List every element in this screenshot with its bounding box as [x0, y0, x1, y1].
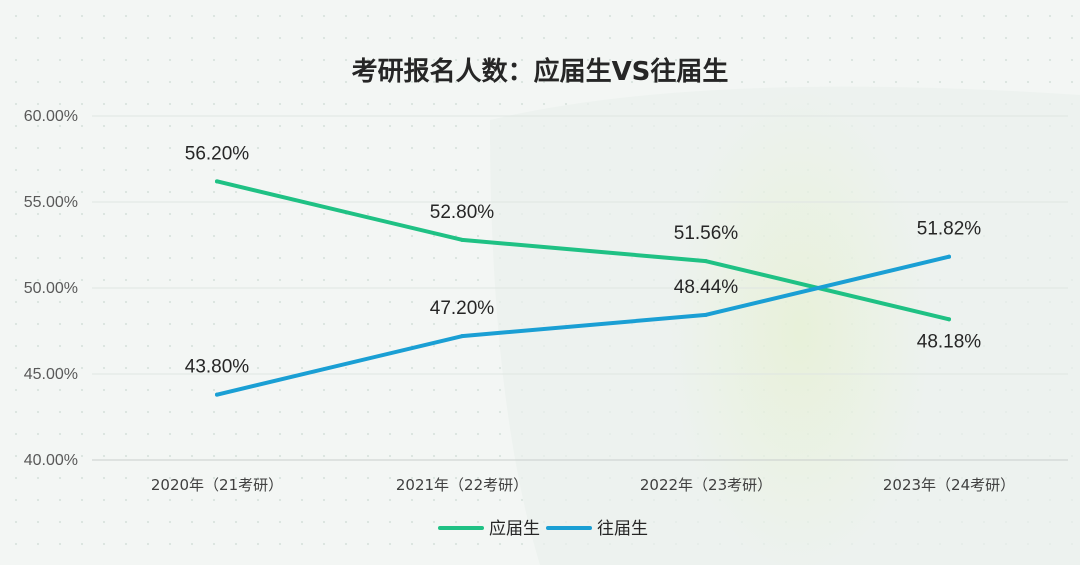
data-point-past	[947, 254, 951, 259]
x-tick-label: 2023年（24考研）	[883, 476, 1015, 494]
y-tick-label: 45.00%	[24, 366, 78, 383]
data-label-past: 47.20%	[430, 298, 495, 319]
legend-label-fresh: 应届生	[489, 519, 540, 539]
data-label-past: 51.82%	[917, 219, 982, 240]
data-point-past	[704, 312, 708, 317]
data-point-fresh	[460, 237, 464, 242]
series-line-past	[215, 254, 951, 397]
legend: 应届生 往届生	[438, 519, 648, 539]
data-label-fresh: 51.56%	[674, 223, 739, 244]
data-labels: 56.20% 52.80% 51.56% 48.18% 43.80% 47.20% 48.4…	[185, 143, 982, 377]
data-label-fresh: 56.20%	[185, 143, 250, 164]
data-point-fresh	[947, 317, 951, 322]
x-axis: 2020年（21考研） 2021年（22考研） 2022年（23考研） 2023年（2…	[151, 476, 1015, 494]
data-point-fresh	[704, 259, 708, 264]
grid-lines	[92, 115, 1068, 375]
x-tick-label: 2021年（22考研）	[396, 476, 528, 494]
legend-label-past: 往届生	[597, 519, 648, 539]
data-label-past: 43.80%	[185, 357, 250, 378]
data-point-past	[215, 392, 219, 397]
background-decoration	[490, 86, 1080, 565]
data-point-fresh	[215, 179, 219, 184]
data-point-past	[460, 334, 464, 339]
x-tick-label: 2022年（23考研）	[640, 476, 772, 494]
series-line-fresh	[215, 179, 951, 322]
data-label-past: 48.44%	[674, 277, 739, 298]
x-tick-label: 2020年（21考研）	[151, 476, 283, 494]
y-tick-label: 60.00%	[24, 108, 78, 125]
y-axis: 60.00% 55.00% 50.00% 45.00% 40.00%	[24, 108, 78, 469]
y-tick-label: 55.00%	[24, 194, 78, 211]
y-tick-label: 50.00%	[24, 280, 78, 297]
data-label-fresh: 48.18%	[917, 331, 982, 352]
chart-title: 考研报名人数：应届生VS往届生	[352, 56, 729, 87]
data-label-fresh: 52.80%	[430, 202, 495, 223]
series	[215, 179, 951, 397]
y-tick-label: 40.00%	[24, 452, 78, 469]
